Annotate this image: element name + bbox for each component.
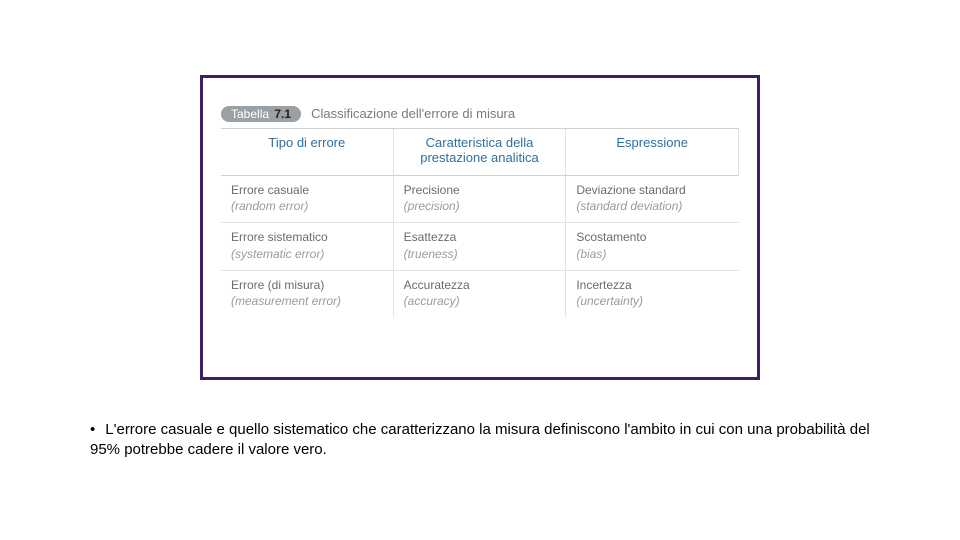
table-row: Errore sistematico (systematic error) xyxy=(221,223,394,270)
cell-main: Errore (di misura) xyxy=(231,278,324,292)
cell-sub: (systematic error) xyxy=(231,247,324,261)
cell-sub: (precision) xyxy=(404,199,460,213)
bullet-paragraph: •L'errore casuale e quello sistematico c… xyxy=(90,420,870,461)
cell-main: Deviazione standard xyxy=(576,183,685,197)
table-row: Precisione (precision) xyxy=(394,176,567,223)
cell-sub: (random error) xyxy=(231,199,308,213)
table-row: Scostamento (bias) xyxy=(566,223,739,270)
slide: Tabella 7.1 Classificazione dell'errore … xyxy=(0,0,960,540)
cell-main: Errore sistematico xyxy=(231,230,328,244)
cell-main: Precisione xyxy=(404,183,460,197)
table-title-row: Tabella 7.1 Classificazione dell'errore … xyxy=(221,106,739,122)
table-row: Errore (di misura) (measurement error) xyxy=(221,271,394,317)
bullet-text: L'errore casuale e quello sistematico ch… xyxy=(90,421,870,458)
cell-sub: (measurement error) xyxy=(231,294,341,308)
cell-sub: (accuracy) xyxy=(404,294,460,308)
table-grid: Tipo di errore Caratteristica della pres… xyxy=(221,128,739,317)
table-row: Deviazione standard (standard deviation) xyxy=(566,176,739,223)
table-badge-label: Tabella xyxy=(231,107,269,121)
cell-sub: (trueness) xyxy=(404,247,458,261)
table-badge-number: 7.1 xyxy=(274,107,291,121)
cell-main: Esattezza xyxy=(404,230,457,244)
table-caption: Classificazione dell'errore di misura xyxy=(311,106,515,121)
cell-main: Incertezza xyxy=(576,278,631,292)
table-header-1: Caratteristica della prestazione analiti… xyxy=(394,129,567,176)
cell-main: Scostamento xyxy=(576,230,646,244)
cell-sub: (standard deviation) xyxy=(576,199,682,213)
table-row: Errore casuale (random error) xyxy=(221,176,394,223)
cell-sub: (bias) xyxy=(576,247,606,261)
table-row: Accuratezza (accuracy) xyxy=(394,271,567,317)
table-row: Esattezza (trueness) xyxy=(394,223,567,270)
table-badge: Tabella 7.1 xyxy=(221,106,301,122)
cell-main: Errore casuale xyxy=(231,183,309,197)
table-header-0: Tipo di errore xyxy=(221,129,394,176)
table-row: Incertezza (uncertainty) xyxy=(566,271,739,317)
table-header-2: Espressione xyxy=(566,129,739,176)
bullet-icon: • xyxy=(90,421,95,438)
cell-sub: (uncertainty) xyxy=(576,294,643,308)
table-frame: Tabella 7.1 Classificazione dell'errore … xyxy=(200,75,760,380)
cell-main: Accuratezza xyxy=(404,278,470,292)
